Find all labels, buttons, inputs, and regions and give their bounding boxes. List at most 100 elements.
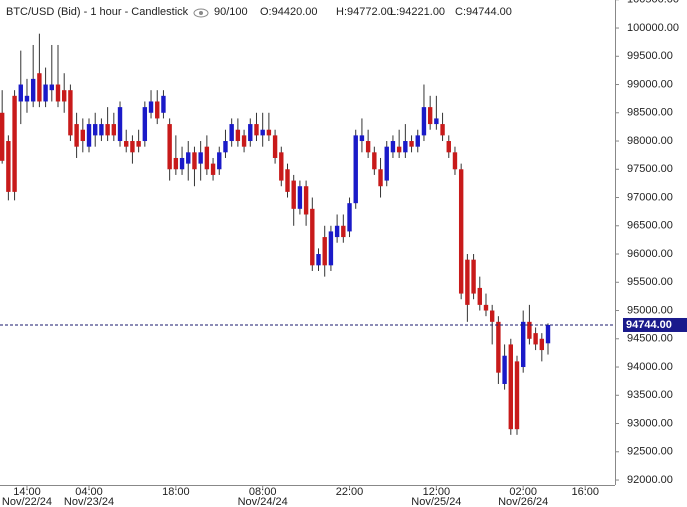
y-tick-label: 99500.00 xyxy=(627,50,673,62)
candle-body xyxy=(415,135,420,147)
candle-body xyxy=(272,135,278,158)
candle-body xyxy=(93,124,98,136)
candle-body xyxy=(365,141,371,153)
candle-body xyxy=(49,84,54,91)
x-tick-date: Nov/26/24 xyxy=(498,496,548,507)
last-price-label: 94744.00 xyxy=(626,319,672,331)
x-tick-label: 08:00 xyxy=(249,486,277,498)
candle-body xyxy=(322,237,327,266)
candle-body xyxy=(465,259,470,305)
count: 90/100 xyxy=(214,6,248,18)
chart-title: BTC/USD (Bid) - 1 hour - Candlestick xyxy=(6,6,189,18)
y-tick-label: 100000.00 xyxy=(627,22,679,34)
candle-body xyxy=(260,129,265,136)
candle-body xyxy=(186,152,191,164)
candle-body xyxy=(217,152,222,170)
candle-body xyxy=(18,84,23,102)
y-tick-label: 95000.00 xyxy=(627,304,673,316)
candle-body xyxy=(477,287,482,305)
candle-body xyxy=(378,169,383,187)
candle-body xyxy=(68,90,73,136)
high-label: H:94772.00 xyxy=(336,6,393,18)
candle-body xyxy=(80,129,86,142)
candle-body xyxy=(514,361,520,430)
candle-body xyxy=(341,225,346,238)
y-tick-label: 94000.00 xyxy=(627,361,673,373)
candle-body xyxy=(502,355,507,384)
candle-body xyxy=(285,169,290,192)
x-tick-date: Nov/22/24 xyxy=(2,496,52,507)
candle-body xyxy=(545,324,551,344)
x-tick-date: Nov/23/24 xyxy=(64,496,114,507)
x-tick-label: 16:00 xyxy=(571,486,599,498)
y-tick-label: 93500.00 xyxy=(627,389,673,401)
candle-body xyxy=(229,124,234,142)
y-tick-label: 97500.00 xyxy=(627,163,673,175)
candle-body xyxy=(334,225,340,238)
candle-body xyxy=(37,73,42,102)
candle-body xyxy=(539,338,545,351)
candle-body xyxy=(142,107,148,142)
y-tick-label: 98500.00 xyxy=(627,107,673,119)
candle-body xyxy=(6,141,11,192)
candle-body xyxy=(446,141,451,153)
candle-body xyxy=(86,124,92,147)
candle-body xyxy=(99,124,104,136)
candle-body xyxy=(117,107,123,142)
candle-body xyxy=(266,129,272,136)
candle-body xyxy=(409,141,414,147)
x-tick-label: 12:00 xyxy=(423,486,451,498)
candle-body xyxy=(61,90,67,102)
candle-body xyxy=(43,84,48,102)
x-tick-label: 02:00 xyxy=(509,486,537,498)
candle-body xyxy=(291,180,296,209)
candle-body xyxy=(390,141,396,153)
low-label: L:94221.00 xyxy=(390,6,445,18)
candle-body xyxy=(198,152,203,164)
x-tick-label: 14:00 xyxy=(13,486,41,498)
candle-body xyxy=(403,141,408,153)
candle-body xyxy=(161,95,166,113)
candle-body xyxy=(483,304,489,311)
candle-body xyxy=(254,124,259,136)
eye-icon[interactable] xyxy=(193,8,209,18)
candle-body xyxy=(148,101,154,113)
candle-body xyxy=(347,203,352,232)
y-tick-label: 94500.00 xyxy=(627,333,673,345)
candle-body xyxy=(527,321,532,339)
candle-body xyxy=(310,208,315,266)
candle-body xyxy=(279,152,284,181)
candle-body xyxy=(372,152,377,170)
candle-body xyxy=(316,254,321,266)
y-tick-label: 98000.00 xyxy=(627,135,673,147)
candle-body xyxy=(303,186,309,215)
candle-body xyxy=(359,135,365,142)
candle-body xyxy=(12,95,17,192)
y-tick-label: 93000.00 xyxy=(627,417,673,429)
candle-body xyxy=(421,107,427,136)
candle-body xyxy=(427,107,433,125)
candle-body xyxy=(434,118,439,125)
candle-body xyxy=(297,186,303,209)
y-tick-label: 92000.00 xyxy=(627,474,673,486)
candle-body xyxy=(136,141,141,147)
y-tick-label: 96000.00 xyxy=(627,248,673,260)
candle-body xyxy=(173,157,179,170)
candle-body xyxy=(192,152,197,170)
y-tick-label: 96500.00 xyxy=(627,220,673,232)
x-tick-date: Nov/25/24 xyxy=(411,496,461,507)
candle-body xyxy=(496,321,501,373)
candle-body xyxy=(248,124,253,142)
candle-body xyxy=(223,141,228,153)
candle-body xyxy=(24,95,30,102)
candle-body xyxy=(179,157,185,170)
candle-body xyxy=(105,124,110,136)
last-price-box xyxy=(623,317,687,332)
candle-body xyxy=(508,344,513,430)
y-tick-label: 95500.00 xyxy=(627,276,673,288)
candle-body xyxy=(440,124,445,136)
candle-body xyxy=(489,310,495,322)
candle-body xyxy=(328,231,334,266)
candle-body xyxy=(74,124,79,147)
candle-body xyxy=(0,112,5,161)
